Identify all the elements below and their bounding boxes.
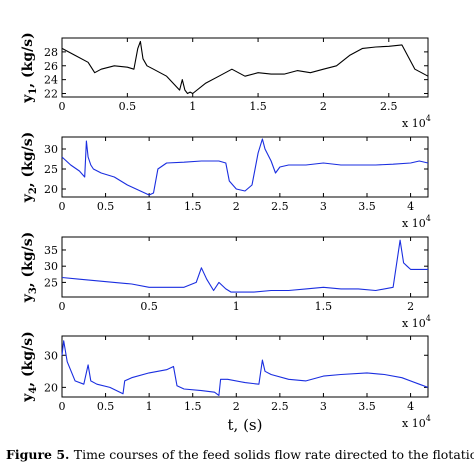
series-line-y2: [61, 138, 429, 196]
x-tick-label: 0.5: [97, 200, 115, 213]
x-tick-label: 1: [233, 300, 240, 313]
plot-frame: [61, 335, 429, 398]
plot-frame: [61, 136, 429, 198]
y-tick-label: 24: [44, 74, 58, 87]
panel-4: 20 30 0 0.5 1 1.5 2 2.5 3 3.5 4x 104 y4, (kg/s): [20, 331, 431, 430]
x-tick-label: 0.5: [97, 400, 115, 413]
x-tick-label: 2: [320, 100, 327, 113]
x-tick-label: 4: [407, 400, 414, 413]
x-multiplier: x 104: [402, 414, 431, 430]
x-tick-label: 2: [233, 200, 240, 213]
x-tick-label: 0.5: [119, 100, 137, 113]
x-tick-label: 0: [59, 400, 66, 413]
plot-frame: [61, 37, 429, 98]
y-axis-label: y4, (kg/s): [20, 331, 39, 403]
x-tick-label: 1: [146, 200, 153, 213]
x-tick-label: 2: [233, 400, 240, 413]
plot-frame: [61, 236, 429, 298]
x-tick-label: 4: [407, 200, 414, 213]
y-tick-label: 25: [44, 276, 58, 289]
x-tick-label: 0: [59, 200, 66, 213]
y-tick-label: 30: [44, 260, 58, 273]
x-multiplier: x 104: [402, 114, 431, 130]
x-tick-label: 3: [320, 200, 327, 213]
y-tick-label: 35: [44, 244, 58, 257]
series-line-y4: [61, 340, 429, 396]
x-tick-label: 1: [189, 100, 196, 113]
y-tick-label: 22: [44, 88, 58, 101]
y-tick-label: 26: [44, 60, 58, 73]
x-tick-label: 3.5: [358, 200, 376, 213]
y-axis-label: y3, (kg/s): [20, 232, 39, 304]
y-tick-label: 20: [44, 381, 58, 394]
y-axis-label: y2, (kg/s): [20, 132, 39, 204]
y-tick-label: 25: [44, 163, 58, 176]
x-multiplier: x 104: [402, 314, 431, 330]
x-tick-label: 1.5: [315, 300, 333, 313]
x-tick-label: 0.5: [140, 300, 158, 313]
x-tick-label: 1.5: [249, 100, 267, 113]
x-tick-label: 1.5: [184, 200, 202, 213]
y-tick-label: 28: [44, 46, 58, 59]
x-tick-label: 2: [407, 300, 414, 313]
y-tick-label: 30: [44, 143, 58, 156]
panel-3: 25 30 35 0 0.5 1 1.5 2x 104 y3, (kg/s): [20, 232, 431, 330]
x-tick-label: 1.5: [184, 400, 202, 413]
x-tick-label: 0: [59, 300, 66, 313]
y-axis-label: y1, (kg/s): [20, 32, 39, 104]
figure-caption: Figure 5. Time courses of the feed solid…: [6, 447, 474, 462]
x-multiplier: x 104: [402, 214, 431, 230]
x-axis-label: t, (s): [228, 416, 263, 434]
x-tick-label: 1: [146, 400, 153, 413]
x-tick-label: 2.5: [271, 400, 289, 413]
x-tick-label: 3: [320, 400, 327, 413]
y-tick-label: 30: [44, 349, 58, 362]
y-tick-label: 20: [44, 183, 58, 196]
series-line-y1: [61, 40, 429, 95]
panel-2: 20 25 30 0 0.5 1 1.5 2 2.5 3 3.5 4x 104 y2, (kg/s): [20, 132, 431, 230]
x-tick-label: 0: [59, 100, 66, 113]
series-line-y3: [61, 239, 428, 293]
x-tick-label: 2.5: [271, 200, 289, 213]
x-tick-label: 2.5: [380, 100, 398, 113]
x-tick-label: 3.5: [358, 400, 376, 413]
